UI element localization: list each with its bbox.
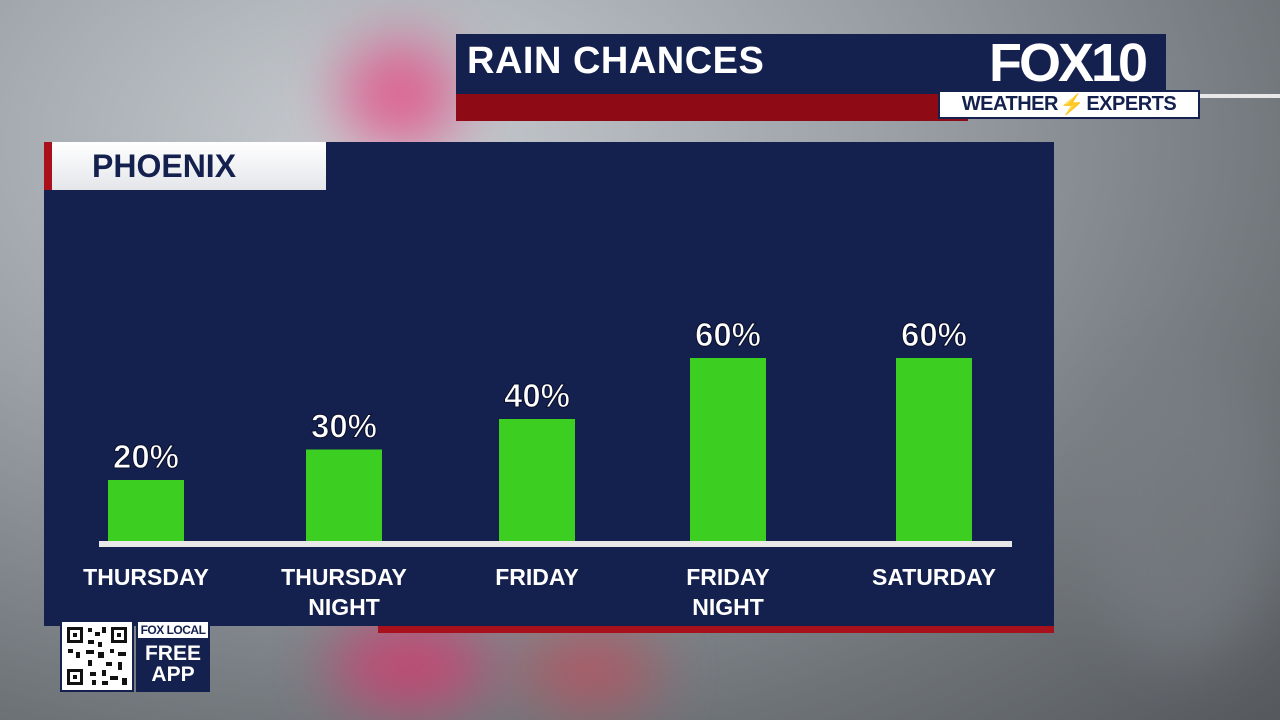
qr-code[interactable] [60,620,134,692]
location-tab [52,142,326,190]
baseline-axis [99,541,1012,547]
app-promo-text: FREE APP [136,643,210,685]
qr-code-icon [67,627,127,685]
lightning-icon: ⚡ [1059,94,1085,116]
fox-local-logo: FOX LOCAL [138,622,208,638]
value-label-4: 60% [695,316,761,353]
background-blur-4 [1080,360,1280,660]
app-promo-line1: FREE [144,642,201,665]
category-label-2-line-2: NIGHT [308,594,380,620]
category-label-4-line-1: FRIDAY [686,564,770,590]
title-bar [456,34,968,94]
value-label-1: 20% [113,438,179,475]
page-title: RAIN CHANCES [467,40,765,82]
value-label-3: 40% [504,377,570,414]
experts-label: EXPERTS [1086,93,1177,115]
panel-accent-bottom [378,626,1054,633]
app-promo-line2: APP [151,663,195,686]
panel-accent-left [44,142,52,190]
category-label-3-line-1: FRIDAY [495,564,579,590]
logo-divider-line [1200,94,1280,98]
bar-1 [108,480,184,541]
category-label-4-line-2: NIGHT [692,594,764,620]
location-label: PHOENIX [92,148,237,184]
background-blur-2 [330,620,490,710]
value-label-5: 60% [901,316,967,353]
value-label-2: 30% [311,408,377,445]
background-blur-3 [520,630,660,710]
bar-5 [896,358,972,541]
fox10-logo: FOX10 [968,34,1166,92]
weather-label: WEATHER [961,93,1059,115]
bar-3 [499,419,575,541]
background-blur-1 [340,40,460,150]
category-label-1-line-1: THURSDAY [83,564,209,590]
category-label-2-line-1: THURSDAY [281,564,407,590]
category-label-5-line-1: SATURDAY [872,564,996,590]
title-accent-strip [456,94,968,121]
weather-experts-badge: WEATHER ⚡ EXPERTS [938,90,1200,119]
bar-4 [690,358,766,541]
bar-2 [306,449,382,541]
